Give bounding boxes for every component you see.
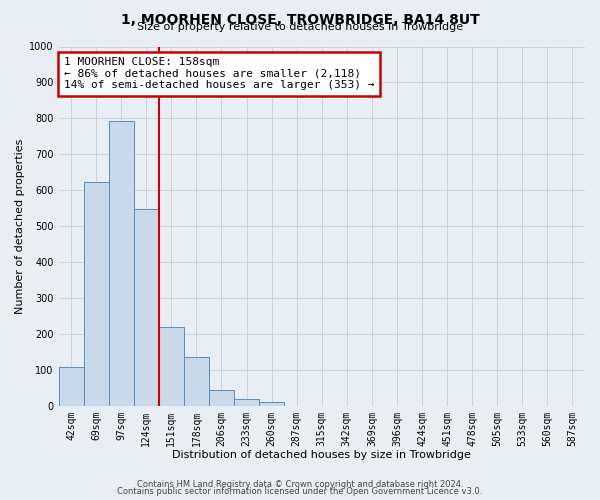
Text: 1, MOORHEN CLOSE, TROWBRIDGE, BA14 8UT: 1, MOORHEN CLOSE, TROWBRIDGE, BA14 8UT [121,12,479,26]
Text: 1 MOORHEN CLOSE: 158sqm
← 86% of detached houses are smaller (2,118)
14% of semi: 1 MOORHEN CLOSE: 158sqm ← 86% of detache… [64,58,374,90]
Bar [259,402,284,406]
Text: Size of property relative to detached houses in Trowbridge: Size of property relative to detached ho… [137,22,463,32]
Text: Contains HM Land Registry data © Crown copyright and database right 2024.: Contains HM Land Registry data © Crown c… [137,480,463,489]
Bar [134,209,159,406]
Y-axis label: Number of detached properties: Number of detached properties [15,138,25,314]
Bar [209,390,234,406]
X-axis label: Distribution of detached houses by size in Trowbridge: Distribution of detached houses by size … [172,450,471,460]
Bar [59,368,83,406]
Bar [234,400,259,406]
Text: Contains public sector information licensed under the Open Government Licence v3: Contains public sector information licen… [118,487,482,496]
Bar [184,356,209,406]
Bar [83,182,109,406]
Bar [109,121,134,406]
Bar [159,326,184,406]
